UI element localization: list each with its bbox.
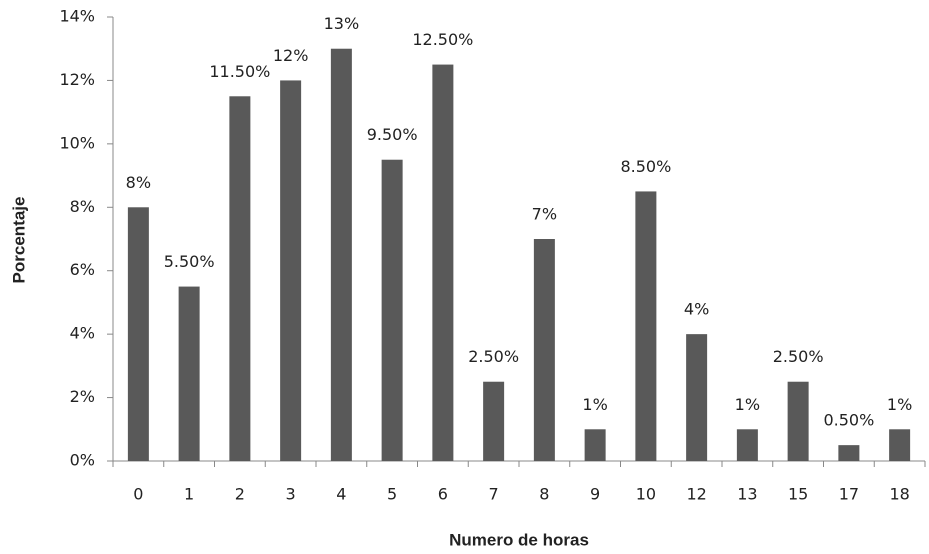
y-axis-title: Porcentaje: [9, 197, 28, 284]
y-tick-label: 12%: [59, 70, 95, 89]
x-axis-title: Numero de horas: [449, 530, 589, 549]
x-tick-label: 1: [184, 485, 194, 504]
x-tick-label: 0: [133, 485, 143, 504]
y-tick-label: 4%: [70, 324, 95, 343]
bar: [533, 239, 555, 461]
data-label: 12.50%: [412, 30, 473, 49]
x-tick-label: 7: [489, 485, 499, 504]
data-label: 5.50%: [164, 252, 215, 271]
bar: [483, 381, 505, 461]
data-label: 4%: [684, 300, 709, 319]
x-tick-label: 10: [636, 485, 656, 504]
x-tick-label: 15: [788, 485, 808, 504]
bar: [178, 286, 200, 461]
data-label: 8%: [126, 173, 151, 192]
y-tick-label: 10%: [59, 133, 95, 152]
y-tick-label: 6%: [70, 260, 95, 279]
data-label: 9.50%: [367, 125, 418, 144]
x-tick-label: 2: [235, 485, 245, 504]
bar: [381, 159, 403, 461]
data-label: 1%: [582, 395, 607, 414]
bar: [736, 429, 758, 461]
data-label: 0.50%: [823, 411, 874, 430]
data-label: 13%: [324, 14, 360, 33]
bar: [229, 96, 251, 462]
data-label: 1%: [887, 395, 912, 414]
data-label: 12%: [273, 46, 309, 65]
y-tick-label: 0%: [70, 451, 95, 470]
data-label: 1%: [735, 395, 760, 414]
y-tick-label: 8%: [70, 197, 95, 216]
x-tick-label: 17: [839, 485, 859, 504]
x-tick-label: 4: [336, 485, 346, 504]
bar: [686, 334, 708, 461]
bar: [584, 429, 606, 461]
x-tick-label: 5: [387, 485, 397, 504]
bar: [635, 191, 657, 461]
bar: [787, 381, 809, 461]
x-tick-label: 6: [438, 485, 448, 504]
data-label: 2.50%: [773, 347, 824, 366]
x-tick-label: 3: [286, 485, 296, 504]
bar: [127, 207, 149, 461]
bar: [330, 48, 352, 461]
data-label: 11.50%: [209, 62, 270, 81]
y-tick-label: 2%: [70, 387, 95, 406]
x-tick-label: 18: [889, 485, 909, 504]
bar: [838, 445, 860, 461]
x-tick-label: 13: [737, 485, 757, 504]
bar: [889, 429, 911, 461]
x-tick-label: 12: [686, 485, 706, 504]
data-label: 2.50%: [468, 347, 519, 366]
data-label: 8.50%: [620, 157, 671, 176]
bar: [432, 64, 454, 462]
bar: [280, 80, 302, 461]
y-tick-label: 14%: [59, 7, 95, 26]
x-tick-label: 9: [590, 485, 600, 504]
x-tick-label: 8: [539, 485, 549, 504]
data-label: 7%: [532, 205, 557, 224]
